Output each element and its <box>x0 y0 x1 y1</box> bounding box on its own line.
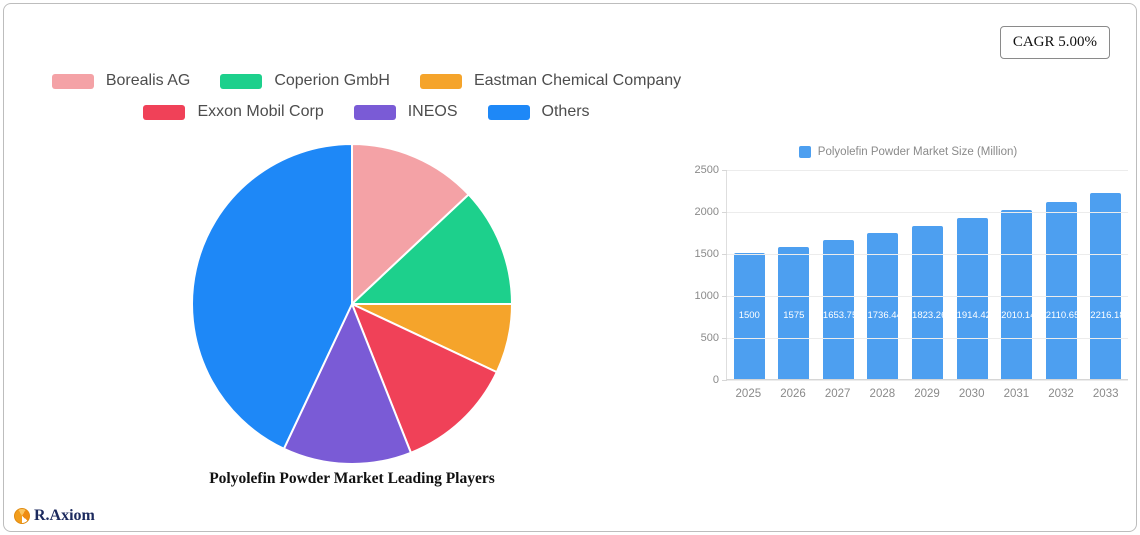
bar-2026[interactable]: 1575 <box>778 246 810 379</box>
bar-2025[interactable]: 1500 <box>733 253 765 379</box>
bars-row: 1500 1575 1653.75 1736.44 1823.26 1914.42 2010… <box>727 170 1128 379</box>
legend-swatch <box>419 73 462 89</box>
y-axis-tick-label: 2000 <box>694 206 719 218</box>
legend-label: Exxon Mobil Corp <box>197 103 324 120</box>
legend-item-others[interactable]: Others <box>487 103 590 121</box>
pie-svg <box>191 143 513 465</box>
y-axis-tick-label: 2500 <box>694 164 719 176</box>
legend-item-eastman-chemical-company[interactable]: Eastman Chemical Company <box>419 72 682 90</box>
bar-2032[interactable]: 2110.65 <box>1045 201 1077 379</box>
pie-legend: Borealis AG Coperion GmbH Eastman Chemical… <box>34 72 699 121</box>
y-axis-tickmark <box>722 254 727 255</box>
gridline <box>727 212 1128 213</box>
x-axis-labels: 2025 2026 2027 2028 2029 2030 2031 2032 2033 <box>726 388 1128 400</box>
legend-item-borealis-ag[interactable]: Borealis AG <box>51 72 191 90</box>
x-axis-label: 2032 <box>1048 388 1074 400</box>
bar-value-label: 1914.42 <box>956 310 988 321</box>
gridline <box>727 296 1128 297</box>
bar-chart-legend[interactable]: Polyolefin Powder Market Size (Million) <box>680 146 1136 158</box>
brand-name: R.Axiom <box>34 507 95 524</box>
bar-2031[interactable]: 2010.14 <box>1001 210 1033 379</box>
gridline <box>727 338 1128 339</box>
gridline <box>727 170 1128 171</box>
y-axis-tickmark <box>722 380 727 381</box>
bar-slot: 2110.65 <box>1039 170 1084 379</box>
bar-2033[interactable]: 2216.18 <box>1090 192 1122 379</box>
y-axis-tick-label: 0 <box>712 374 719 386</box>
legend-swatch <box>353 104 396 120</box>
x-axis-label: 2029 <box>914 388 940 400</box>
pie-slice-borealis-ag[interactable] <box>351 143 470 305</box>
brand: R.Axiom <box>14 507 95 525</box>
bar-plot: 1500 1575 1653.75 1736.44 1823.26 1914.42 2010… <box>695 164 1128 386</box>
bar-slot: 1823.26 <box>905 170 950 379</box>
gridline <box>727 380 1128 381</box>
bar-2028[interactable]: 1736.44 <box>867 233 899 379</box>
bar-2027[interactable]: 1653.75 <box>822 240 854 379</box>
bar-slot: 1914.42 <box>950 170 995 379</box>
bar-slot: 2010.14 <box>994 170 1039 379</box>
pie-chart <box>182 134 522 474</box>
y-axis-tickmark <box>722 296 727 297</box>
legend-swatch <box>51 73 94 89</box>
bar-value-label: 2110.65 <box>1045 310 1077 321</box>
pie-slice-others[interactable] <box>191 143 353 450</box>
bar-legend-label: Polyolefin Powder Market Size (Million) <box>817 146 1018 158</box>
legend-item-exxon-mobil-corp[interactable]: Exxon Mobil Corp <box>143 103 324 121</box>
bar-chart: Polyolefin Powder Market Size (Million) … <box>680 146 1136 400</box>
x-axis-label: 2028 <box>869 388 896 400</box>
bar-2029[interactable]: 1823.26 <box>912 225 944 379</box>
bar-value-label: 1736.44 <box>867 310 899 321</box>
y-axis-tickmark <box>722 338 727 339</box>
gridline <box>727 254 1128 255</box>
y-axis-tick-label: 1500 <box>694 248 719 260</box>
legend-label: INEOS <box>407 103 458 120</box>
legend-swatch <box>143 104 186 120</box>
bar-value-label: 1575 <box>783 310 805 321</box>
brand-logo-icon <box>14 508 30 524</box>
y-axis-tick-label: 500 <box>700 332 719 344</box>
y-axis-tickmark <box>722 170 727 171</box>
bar-value-label: 1500 <box>738 310 760 321</box>
pie-slice-exxon-mobil-corp[interactable] <box>351 303 498 454</box>
x-axis-label: 2026 <box>780 388 806 400</box>
bar-legend-swatch <box>798 146 811 158</box>
x-axis-label: 2033 <box>1092 388 1119 400</box>
legend-label: Others <box>541 103 590 120</box>
legend-label: Borealis AG <box>105 72 191 89</box>
x-axis-label: 2027 <box>824 388 851 400</box>
legend-label: Coperion GmbH <box>274 72 390 89</box>
legend-label: Eastman Chemical Company <box>473 72 682 89</box>
bar-2030[interactable]: 1914.42 <box>956 218 988 379</box>
bar-slot: 1575 <box>772 170 817 379</box>
bar-slot: 1736.44 <box>861 170 906 379</box>
pie-chart-title: Polyolefin Powder Market Leading Players <box>209 470 495 487</box>
x-axis-label: 2031 <box>1003 388 1030 400</box>
bar-slot: 2216.18 <box>1084 170 1129 379</box>
y-axis-tick-label: 1000 <box>694 290 719 302</box>
report-card: CAGR 5.00% Borealis AG Coperion GmbH Eastm… <box>3 3 1137 532</box>
y-axis-tickmark <box>722 212 727 213</box>
x-axis-label: 2025 <box>735 388 762 400</box>
bar-value-label: 1653.75 <box>822 310 854 321</box>
legend-item-ineos[interactable]: INEOS <box>353 103 458 121</box>
legend-item-coperion-gmbh[interactable]: Coperion GmbH <box>220 72 390 90</box>
bar-value-label: 2010.14 <box>1001 310 1033 321</box>
x-axis-label: 2030 <box>958 388 985 400</box>
cagr-badge: CAGR 5.00% <box>999 26 1110 59</box>
legend-swatch <box>220 73 263 89</box>
bar-slot: 1653.75 <box>816 170 861 379</box>
legend-swatch <box>487 104 530 120</box>
bar-slot: 1500 <box>727 170 772 379</box>
bar-value-label: 2216.18 <box>1090 310 1122 321</box>
pie-slice-ineos[interactable] <box>282 303 412 465</box>
pie-slice-coperion-gmbh[interactable] <box>351 193 513 305</box>
bar-value-label: 1823.26 <box>912 310 944 321</box>
